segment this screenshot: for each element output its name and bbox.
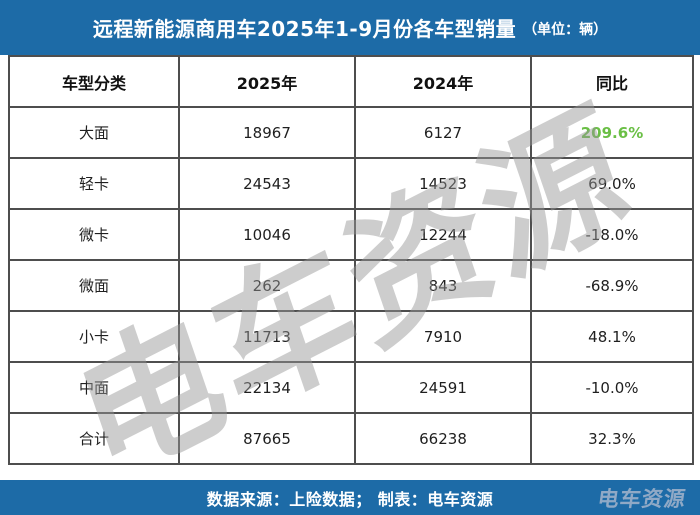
row-2025-value: 24543 [178, 157, 356, 210]
row-category: 合计 [8, 412, 180, 465]
row-yoy-value: -18.0% [530, 208, 694, 261]
title-bar: 远程新能源商用车2025年1-9月份各车型销量 （单位：辆） [0, 0, 700, 55]
row-2024-value: 66238 [354, 412, 532, 465]
table-row: 微面 262 843 -68.9% [8, 259, 694, 312]
row-yoy-value: 69.0% [530, 157, 694, 210]
row-2024-value: 843 [354, 259, 532, 312]
col-header-yoy: 同比 [530, 55, 694, 108]
row-2025-value: 262 [178, 259, 356, 312]
row-2025-value: 22134 [178, 361, 356, 414]
row-2024-value: 14523 [354, 157, 532, 210]
brand-logo: 电车资源 [596, 486, 688, 511]
row-yoy-value: -10.0% [530, 361, 694, 414]
row-yoy-value: 32.3% [530, 412, 694, 465]
row-category: 大面 [8, 106, 180, 159]
row-yoy-value: -68.9% [530, 259, 694, 312]
row-2025-value: 18967 [178, 106, 356, 159]
footer-bar: 数据来源：上险数据； 制表：电车资源 电车资源 [0, 480, 700, 515]
title-unit-label: （单位：辆） [523, 22, 608, 38]
table-row-total: 合计 87665 66238 32.3% [8, 412, 694, 465]
table-header-row: 车型分类 2025年 2024年 同比 [8, 55, 694, 108]
row-yoy-value: 48.1% [530, 310, 694, 363]
row-2024-value: 6127 [354, 106, 532, 159]
col-header-category: 车型分类 [8, 55, 180, 108]
row-2025-value: 10046 [178, 208, 356, 261]
table-row: 小卡 11713 7910 48.1% [8, 310, 694, 363]
table-row: 大面 18967 6127 209.6% [8, 106, 694, 159]
table-row: 轻卡 24543 14523 69.0% [8, 157, 694, 210]
row-yoy-value: 209.6% [530, 106, 694, 159]
col-header-2025: 2025年 [178, 55, 356, 108]
page-title: 远程新能源商用车2025年1-9月份各车型销量 [92, 17, 517, 41]
row-2025-value: 87665 [178, 412, 356, 465]
data-source-note: 数据来源：上险数据； 制表：电车资源 [206, 489, 494, 509]
sales-table: 车型分类 2025年 2024年 同比 大面 18967 6127 209.6%… [8, 55, 694, 465]
col-header-2024: 2024年 [354, 55, 532, 108]
row-category: 轻卡 [8, 157, 180, 210]
table-row: 微卡 10046 12244 -18.0% [8, 208, 694, 261]
row-category: 中面 [8, 361, 180, 414]
row-2025-value: 11713 [178, 310, 356, 363]
row-category: 微卡 [8, 208, 180, 261]
row-category: 微面 [8, 259, 180, 312]
row-2024-value: 24591 [354, 361, 532, 414]
row-2024-value: 7910 [354, 310, 532, 363]
row-2024-value: 12244 [354, 208, 532, 261]
row-category: 小卡 [8, 310, 180, 363]
table-row: 中面 22134 24591 -10.0% [8, 361, 694, 414]
